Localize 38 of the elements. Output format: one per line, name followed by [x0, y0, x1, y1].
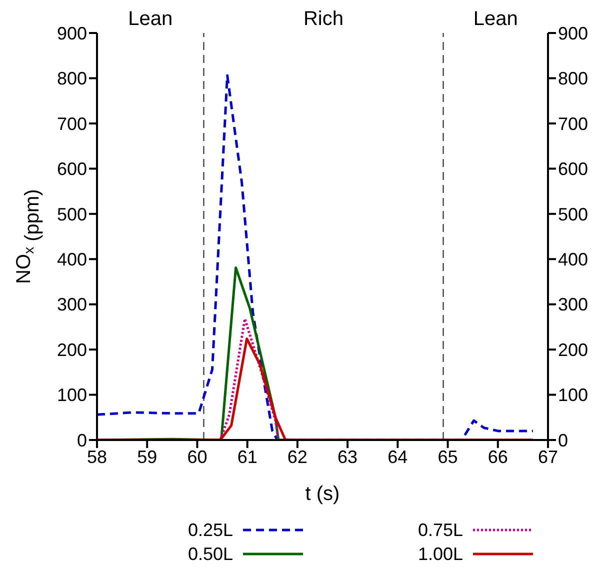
y-tick-label: 700: [56, 114, 87, 134]
legend-label: 0.50L: [188, 544, 233, 564]
x-tick-label: 61: [237, 446, 258, 467]
y-tick-label: 0: [76, 430, 87, 450]
x-axis-title: t (s): [305, 483, 340, 505]
y-tick-label: 100: [56, 385, 87, 406]
y2-tick-label: 900: [558, 23, 588, 44]
y-tick-label: 200: [56, 340, 87, 360]
x-tick-label: 67: [538, 446, 558, 467]
y2-tick-label: 200: [558, 340, 588, 360]
y-tick-label: 800: [56, 68, 87, 89]
y2-tick-label: 800: [558, 68, 588, 89]
y2-tick-label: 600: [558, 159, 588, 180]
y2-tick-label: 700: [558, 114, 588, 134]
x-tick-label: 65: [438, 446, 458, 467]
x-tick-label: 66: [488, 446, 508, 467]
y2-tick-label: 400: [558, 250, 588, 270]
legend-label: 1.00L: [418, 544, 463, 564]
y2-tick-label: 500: [558, 204, 588, 224]
y-tick-label: 500: [56, 204, 87, 224]
text: Lean: [473, 8, 518, 31]
x-tick-label: 62: [287, 446, 308, 467]
y-tick-label: 900: [56, 23, 87, 44]
text: Lean: [128, 8, 173, 31]
y-tick-label: 400: [56, 250, 87, 270]
y2-tick-label: 0: [558, 430, 568, 450]
y-tick-label: 600: [56, 159, 87, 180]
legend-label: 0.75L: [418, 520, 463, 540]
x-tick-label: 59: [137, 446, 158, 467]
y2-tick-label: 300: [558, 294, 588, 315]
x-tick-label: 58: [86, 446, 108, 467]
x-tick-label: 64: [388, 446, 408, 467]
text: Rich: [303, 8, 344, 31]
legend-label: 0.25L: [188, 520, 233, 540]
x-tick-label: 63: [338, 446, 358, 467]
y2-tick-label: 100: [558, 385, 588, 406]
x-tick-label: 60: [187, 446, 208, 467]
y-tick-label: 300: [56, 294, 87, 315]
